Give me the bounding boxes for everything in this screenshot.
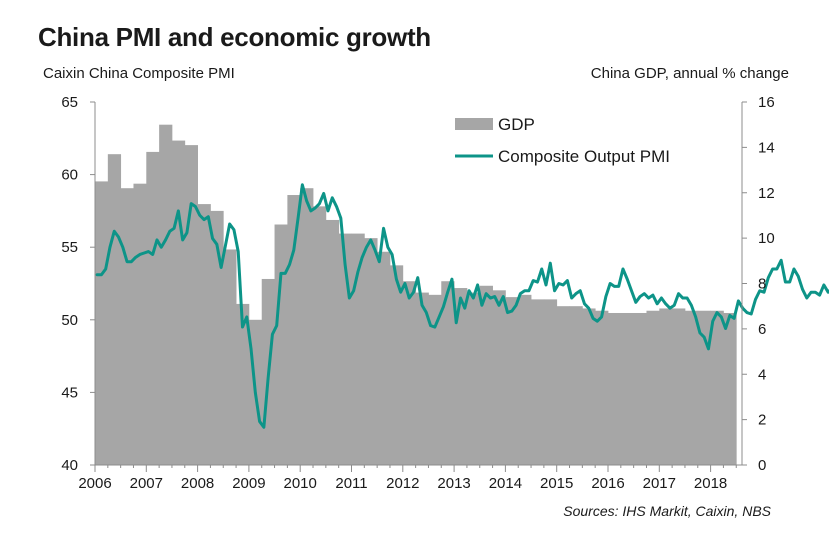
gdp-bar: [428, 294, 442, 465]
gdp-bar: [389, 265, 404, 465]
gdp-bar: [402, 281, 417, 465]
gdp-bar: [133, 183, 147, 465]
left-tick-label: 60: [61, 167, 78, 184]
gdp-bar: [313, 206, 327, 466]
gdp-bar: [441, 281, 455, 465]
gdp-bar: [364, 238, 378, 466]
gdp-bar: [210, 210, 224, 465]
year-tick-label: 2013: [437, 475, 470, 492]
left-tick-label: 40: [61, 457, 78, 474]
source-note: Sources: IHS Markit, Caixin, NBS: [563, 503, 771, 519]
gdp-bar: [595, 310, 609, 465]
gdp-bar: [377, 251, 391, 465]
left-tick-label: 50: [61, 312, 78, 329]
gdp-bar: [159, 124, 173, 465]
gdp-bar: [723, 312, 737, 465]
gdp-bar: [197, 204, 211, 465]
year-tick-label: 2015: [540, 475, 573, 492]
right-tick-label: 8: [758, 276, 766, 293]
legend-pmi-label: Composite Output PMI: [498, 147, 670, 166]
gdp-bar: [415, 292, 429, 465]
gdp-bar: [659, 308, 673, 465]
right-tick-label: 14: [758, 139, 775, 156]
gdp-bar: [300, 188, 314, 465]
gdp-bar: [146, 151, 160, 465]
gdp-bar: [492, 290, 506, 465]
gdp-bar: [608, 312, 622, 465]
right-tick-label: 4: [758, 366, 766, 383]
chart-title: China PMI and economic growth: [38, 22, 431, 52]
legend: GDP Composite Output PMI: [455, 115, 670, 166]
axes: 40 45 50 55 60 65 0 2 4 6 8 10 12 14 16 2006 2007 2008 200…: [61, 94, 774, 492]
right-tick-label: 16: [758, 94, 775, 111]
right-tick-label: 6: [758, 321, 766, 338]
gdp-bar: [479, 285, 493, 465]
gdp-bar: [582, 308, 596, 465]
year-tick-label: 2008: [181, 475, 214, 492]
gdp-bar: [454, 288, 468, 465]
year-tick-label: 2016: [591, 475, 624, 492]
gdp-bar: [95, 181, 109, 465]
year-tick-label: 2012: [386, 475, 419, 492]
year-tick-label: 2011: [335, 475, 367, 492]
year-tick-label: 2006: [78, 475, 111, 492]
gdp-bar: [223, 249, 237, 465]
gdp-bar: [171, 140, 186, 465]
left-axis-title: Caixin China Composite PMI: [43, 65, 235, 82]
right-tick-label: 0: [758, 457, 766, 474]
gdp-bar: [646, 310, 660, 465]
gdp-bar: [184, 145, 198, 466]
year-tick-label: 2014: [489, 475, 522, 492]
gdp-bar: [531, 299, 545, 465]
gdp-bar: [672, 308, 686, 465]
year-tick-label: 2017: [643, 475, 676, 492]
gdp-bar: [120, 188, 134, 465]
gdp-bar: [633, 312, 647, 465]
right-tick-label: 2: [758, 412, 766, 429]
gdp-bar: [274, 224, 288, 465]
gdp-bar: [466, 292, 481, 465]
right-axis-title: China GDP, annual % change: [590, 65, 789, 82]
legend-gdp-label: GDP: [498, 115, 535, 134]
gdp-bar: [107, 154, 122, 465]
pmi-line-layer: [95, 183, 829, 429]
gdp-bar: [556, 306, 570, 465]
year-tick-label: 2007: [130, 475, 163, 492]
left-tick-label: 55: [61, 239, 78, 256]
gdp-bar: [710, 310, 724, 465]
gdp-bar: [236, 303, 250, 465]
gdp-bar: [684, 310, 699, 465]
year-tick-label: 2010: [284, 475, 317, 492]
right-tick-label: 12: [758, 185, 775, 202]
gdp-bar: [325, 219, 340, 465]
legend-gdp-swatch: [455, 118, 493, 130]
right-tick-label: 10: [758, 230, 775, 247]
gdp-bar: [569, 306, 583, 465]
gdp-bar: [620, 312, 635, 465]
gdp-bar: [505, 297, 519, 465]
year-tick-label: 2009: [232, 475, 265, 492]
pmi-line: [95, 183, 829, 429]
gdp-bar: [287, 195, 301, 465]
gdp-bar: [518, 294, 532, 465]
year-tick-label: 2018: [694, 475, 727, 492]
left-tick-label: 45: [61, 384, 78, 401]
gdp-bar: [543, 299, 558, 465]
left-tick-label: 65: [61, 94, 78, 111]
